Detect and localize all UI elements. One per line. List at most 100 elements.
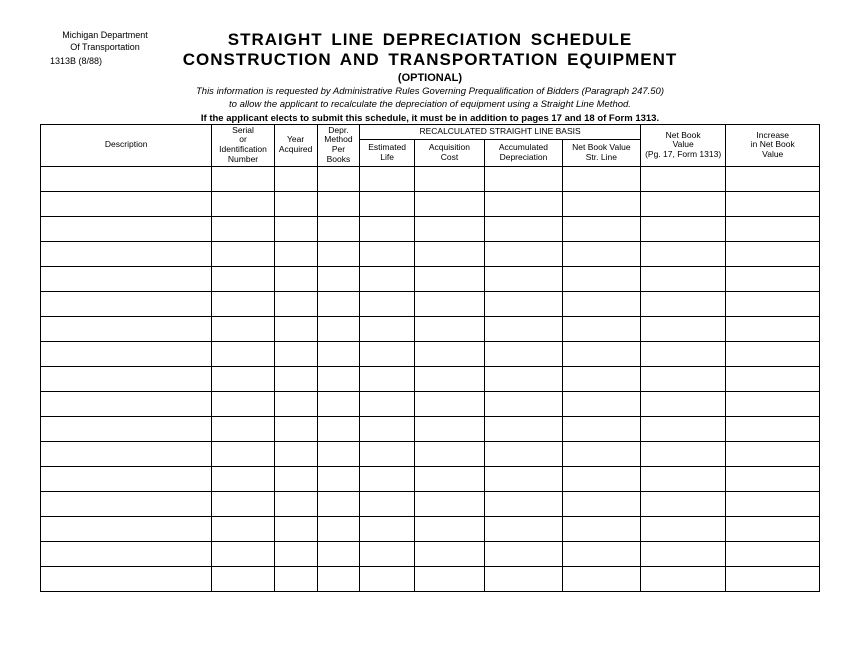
table-cell[interactable] — [640, 291, 726, 316]
table-cell[interactable] — [360, 491, 415, 516]
table-cell[interactable] — [726, 216, 820, 241]
table-cell[interactable] — [41, 391, 212, 416]
table-cell[interactable] — [212, 566, 274, 591]
table-cell[interactable] — [41, 241, 212, 266]
table-cell[interactable] — [485, 466, 563, 491]
table-cell[interactable] — [274, 241, 317, 266]
table-cell[interactable] — [317, 241, 360, 266]
table-cell[interactable] — [726, 391, 820, 416]
table-cell[interactable] — [274, 441, 317, 466]
table-cell[interactable] — [360, 316, 415, 341]
table-cell[interactable] — [360, 266, 415, 291]
table-cell[interactable] — [640, 216, 726, 241]
table-cell[interactable] — [360, 191, 415, 216]
table-cell[interactable] — [485, 166, 563, 191]
table-cell[interactable] — [274, 491, 317, 516]
table-cell[interactable] — [274, 516, 317, 541]
table-cell[interactable] — [414, 566, 484, 591]
table-cell[interactable] — [317, 566, 360, 591]
table-cell[interactable] — [640, 441, 726, 466]
table-cell[interactable] — [640, 541, 726, 566]
table-cell[interactable] — [41, 166, 212, 191]
table-cell[interactable] — [640, 316, 726, 341]
table-cell[interactable] — [414, 266, 484, 291]
table-cell[interactable] — [360, 341, 415, 366]
table-cell[interactable] — [41, 341, 212, 366]
table-cell[interactable] — [726, 491, 820, 516]
table-cell[interactable] — [360, 566, 415, 591]
table-cell[interactable] — [317, 166, 360, 191]
table-cell[interactable] — [274, 391, 317, 416]
table-cell[interactable] — [485, 341, 563, 366]
table-cell[interactable] — [726, 316, 820, 341]
table-cell[interactable] — [485, 416, 563, 441]
table-cell[interactable] — [414, 416, 484, 441]
table-cell[interactable] — [317, 366, 360, 391]
table-cell[interactable] — [414, 341, 484, 366]
table-cell[interactable] — [726, 166, 820, 191]
table-cell[interactable] — [212, 466, 274, 491]
table-cell[interactable] — [640, 391, 726, 416]
table-cell[interactable] — [562, 466, 640, 491]
table-cell[interactable] — [485, 391, 563, 416]
table-cell[interactable] — [360, 466, 415, 491]
table-cell[interactable] — [485, 241, 563, 266]
table-cell[interactable] — [274, 366, 317, 391]
table-cell[interactable] — [414, 216, 484, 241]
table-cell[interactable] — [212, 391, 274, 416]
table-cell[interactable] — [41, 491, 212, 516]
table-cell[interactable] — [562, 191, 640, 216]
table-cell[interactable] — [726, 566, 820, 591]
table-cell[interactable] — [317, 391, 360, 416]
table-cell[interactable] — [360, 391, 415, 416]
table-cell[interactable] — [726, 191, 820, 216]
table-cell[interactable] — [640, 491, 726, 516]
table-cell[interactable] — [485, 191, 563, 216]
table-cell[interactable] — [640, 516, 726, 541]
table-cell[interactable] — [317, 341, 360, 366]
table-cell[interactable] — [212, 541, 274, 566]
table-cell[interactable] — [317, 191, 360, 216]
table-cell[interactable] — [212, 291, 274, 316]
table-cell[interactable] — [562, 366, 640, 391]
table-cell[interactable] — [485, 566, 563, 591]
table-cell[interactable] — [726, 341, 820, 366]
table-cell[interactable] — [360, 541, 415, 566]
table-cell[interactable] — [360, 416, 415, 441]
table-cell[interactable] — [726, 516, 820, 541]
table-cell[interactable] — [41, 316, 212, 341]
table-cell[interactable] — [41, 291, 212, 316]
table-cell[interactable] — [212, 491, 274, 516]
table-cell[interactable] — [726, 441, 820, 466]
table-cell[interactable] — [274, 191, 317, 216]
table-cell[interactable] — [640, 341, 726, 366]
table-cell[interactable] — [360, 241, 415, 266]
table-cell[interactable] — [726, 291, 820, 316]
table-cell[interactable] — [562, 441, 640, 466]
table-cell[interactable] — [274, 316, 317, 341]
table-cell[interactable] — [212, 241, 274, 266]
table-cell[interactable] — [640, 191, 726, 216]
table-cell[interactable] — [212, 316, 274, 341]
table-cell[interactable] — [274, 216, 317, 241]
table-cell[interactable] — [317, 541, 360, 566]
table-cell[interactable] — [414, 391, 484, 416]
table-cell[interactable] — [726, 541, 820, 566]
table-cell[interactable] — [485, 516, 563, 541]
table-cell[interactable] — [41, 441, 212, 466]
table-cell[interactable] — [317, 466, 360, 491]
table-cell[interactable] — [274, 541, 317, 566]
table-cell[interactable] — [212, 266, 274, 291]
table-cell[interactable] — [274, 266, 317, 291]
table-cell[interactable] — [485, 291, 563, 316]
table-cell[interactable] — [485, 366, 563, 391]
table-cell[interactable] — [212, 166, 274, 191]
table-cell[interactable] — [212, 366, 274, 391]
table-cell[interactable] — [317, 216, 360, 241]
table-cell[interactable] — [212, 191, 274, 216]
table-cell[interactable] — [640, 366, 726, 391]
table-cell[interactable] — [274, 166, 317, 191]
table-cell[interactable] — [41, 266, 212, 291]
table-cell[interactable] — [414, 166, 484, 191]
table-cell[interactable] — [212, 416, 274, 441]
